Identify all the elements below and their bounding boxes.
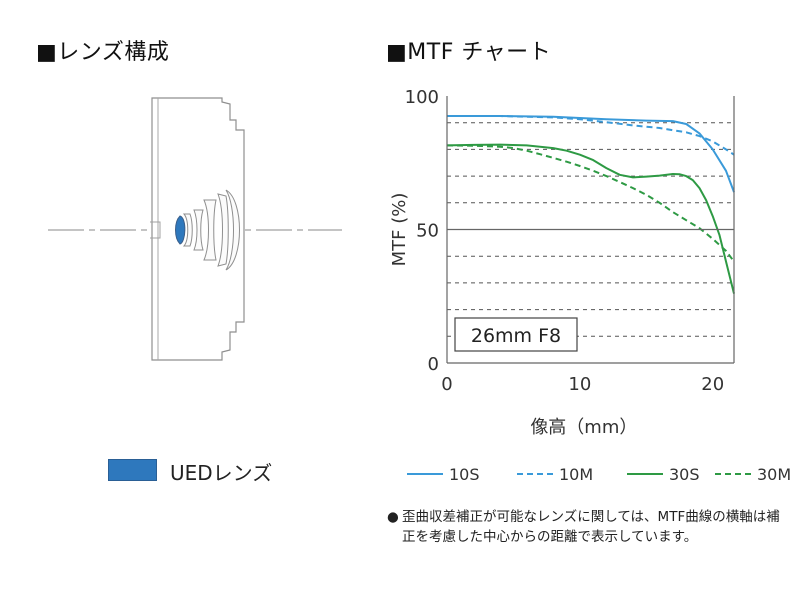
annotation-box bbox=[454, 317, 578, 352]
x-tick-label: 10 bbox=[568, 374, 591, 395]
chart-ticks: 0 50 100 0 10 20 bbox=[405, 87, 725, 395]
ued-lens-label: UEDレンズ bbox=[170, 461, 273, 485]
lens-element-2 bbox=[182, 213, 193, 247]
series-line-10m bbox=[447, 115, 735, 156]
lens-construction-diagram bbox=[48, 97, 342, 361]
y-tick-label: 100 bbox=[405, 87, 439, 108]
legend-label-30s: 30S bbox=[669, 465, 700, 484]
chart-legend: 10S 10M 30S 30M bbox=[407, 465, 791, 484]
y-tick-label: 50 bbox=[416, 221, 439, 242]
chart-labels: 像高（mm） MTF (%) bbox=[389, 193, 637, 438]
lens-element-5 bbox=[217, 193, 229, 267]
x-tick-label: 20 bbox=[701, 374, 724, 395]
legend-label-10s: 10S bbox=[449, 465, 480, 484]
lens-element-3 bbox=[193, 209, 204, 251]
x-tick-label: 0 bbox=[441, 374, 452, 395]
chart-annotation-group: 26mm F8 bbox=[454, 317, 578, 352]
footnote-text: 歪曲収差補正が可能なレンズに関しては、MTF曲線の横軸は補正を考慮した中心からの… bbox=[402, 509, 780, 545]
series-line-30m bbox=[446, 144, 735, 263]
annotation-text: 26mm F8 bbox=[471, 325, 561, 347]
x-axis-label: 像高（mm） bbox=[530, 417, 637, 438]
series-line-30s bbox=[446, 143, 735, 294]
lens-construction-title: ■レンズ構成 bbox=[36, 40, 170, 65]
lens-element-6 bbox=[225, 189, 240, 271]
y-axis-label: MTF (%) bbox=[389, 193, 410, 267]
ued-lens-swatch bbox=[108, 459, 157, 481]
legend-label-30m: 30M bbox=[757, 465, 791, 484]
lens-element-ued bbox=[175, 215, 186, 245]
series-line-10s bbox=[447, 115, 735, 193]
footnote-bullet: ● bbox=[387, 509, 399, 525]
y-tick-label: 0 bbox=[428, 354, 439, 375]
lens-element-4 bbox=[203, 199, 217, 261]
footnote: ● 歪曲収差補正が可能なレンズに関しては、MTF曲線の横軸は補正を考慮した中心か… bbox=[387, 507, 787, 547]
legend-label-10m: 10M bbox=[559, 465, 593, 484]
mtf-chart-title: ■MTF チャート bbox=[386, 40, 552, 65]
chart-series-group bbox=[446, 115, 735, 294]
chart-frame bbox=[446, 96, 735, 364]
